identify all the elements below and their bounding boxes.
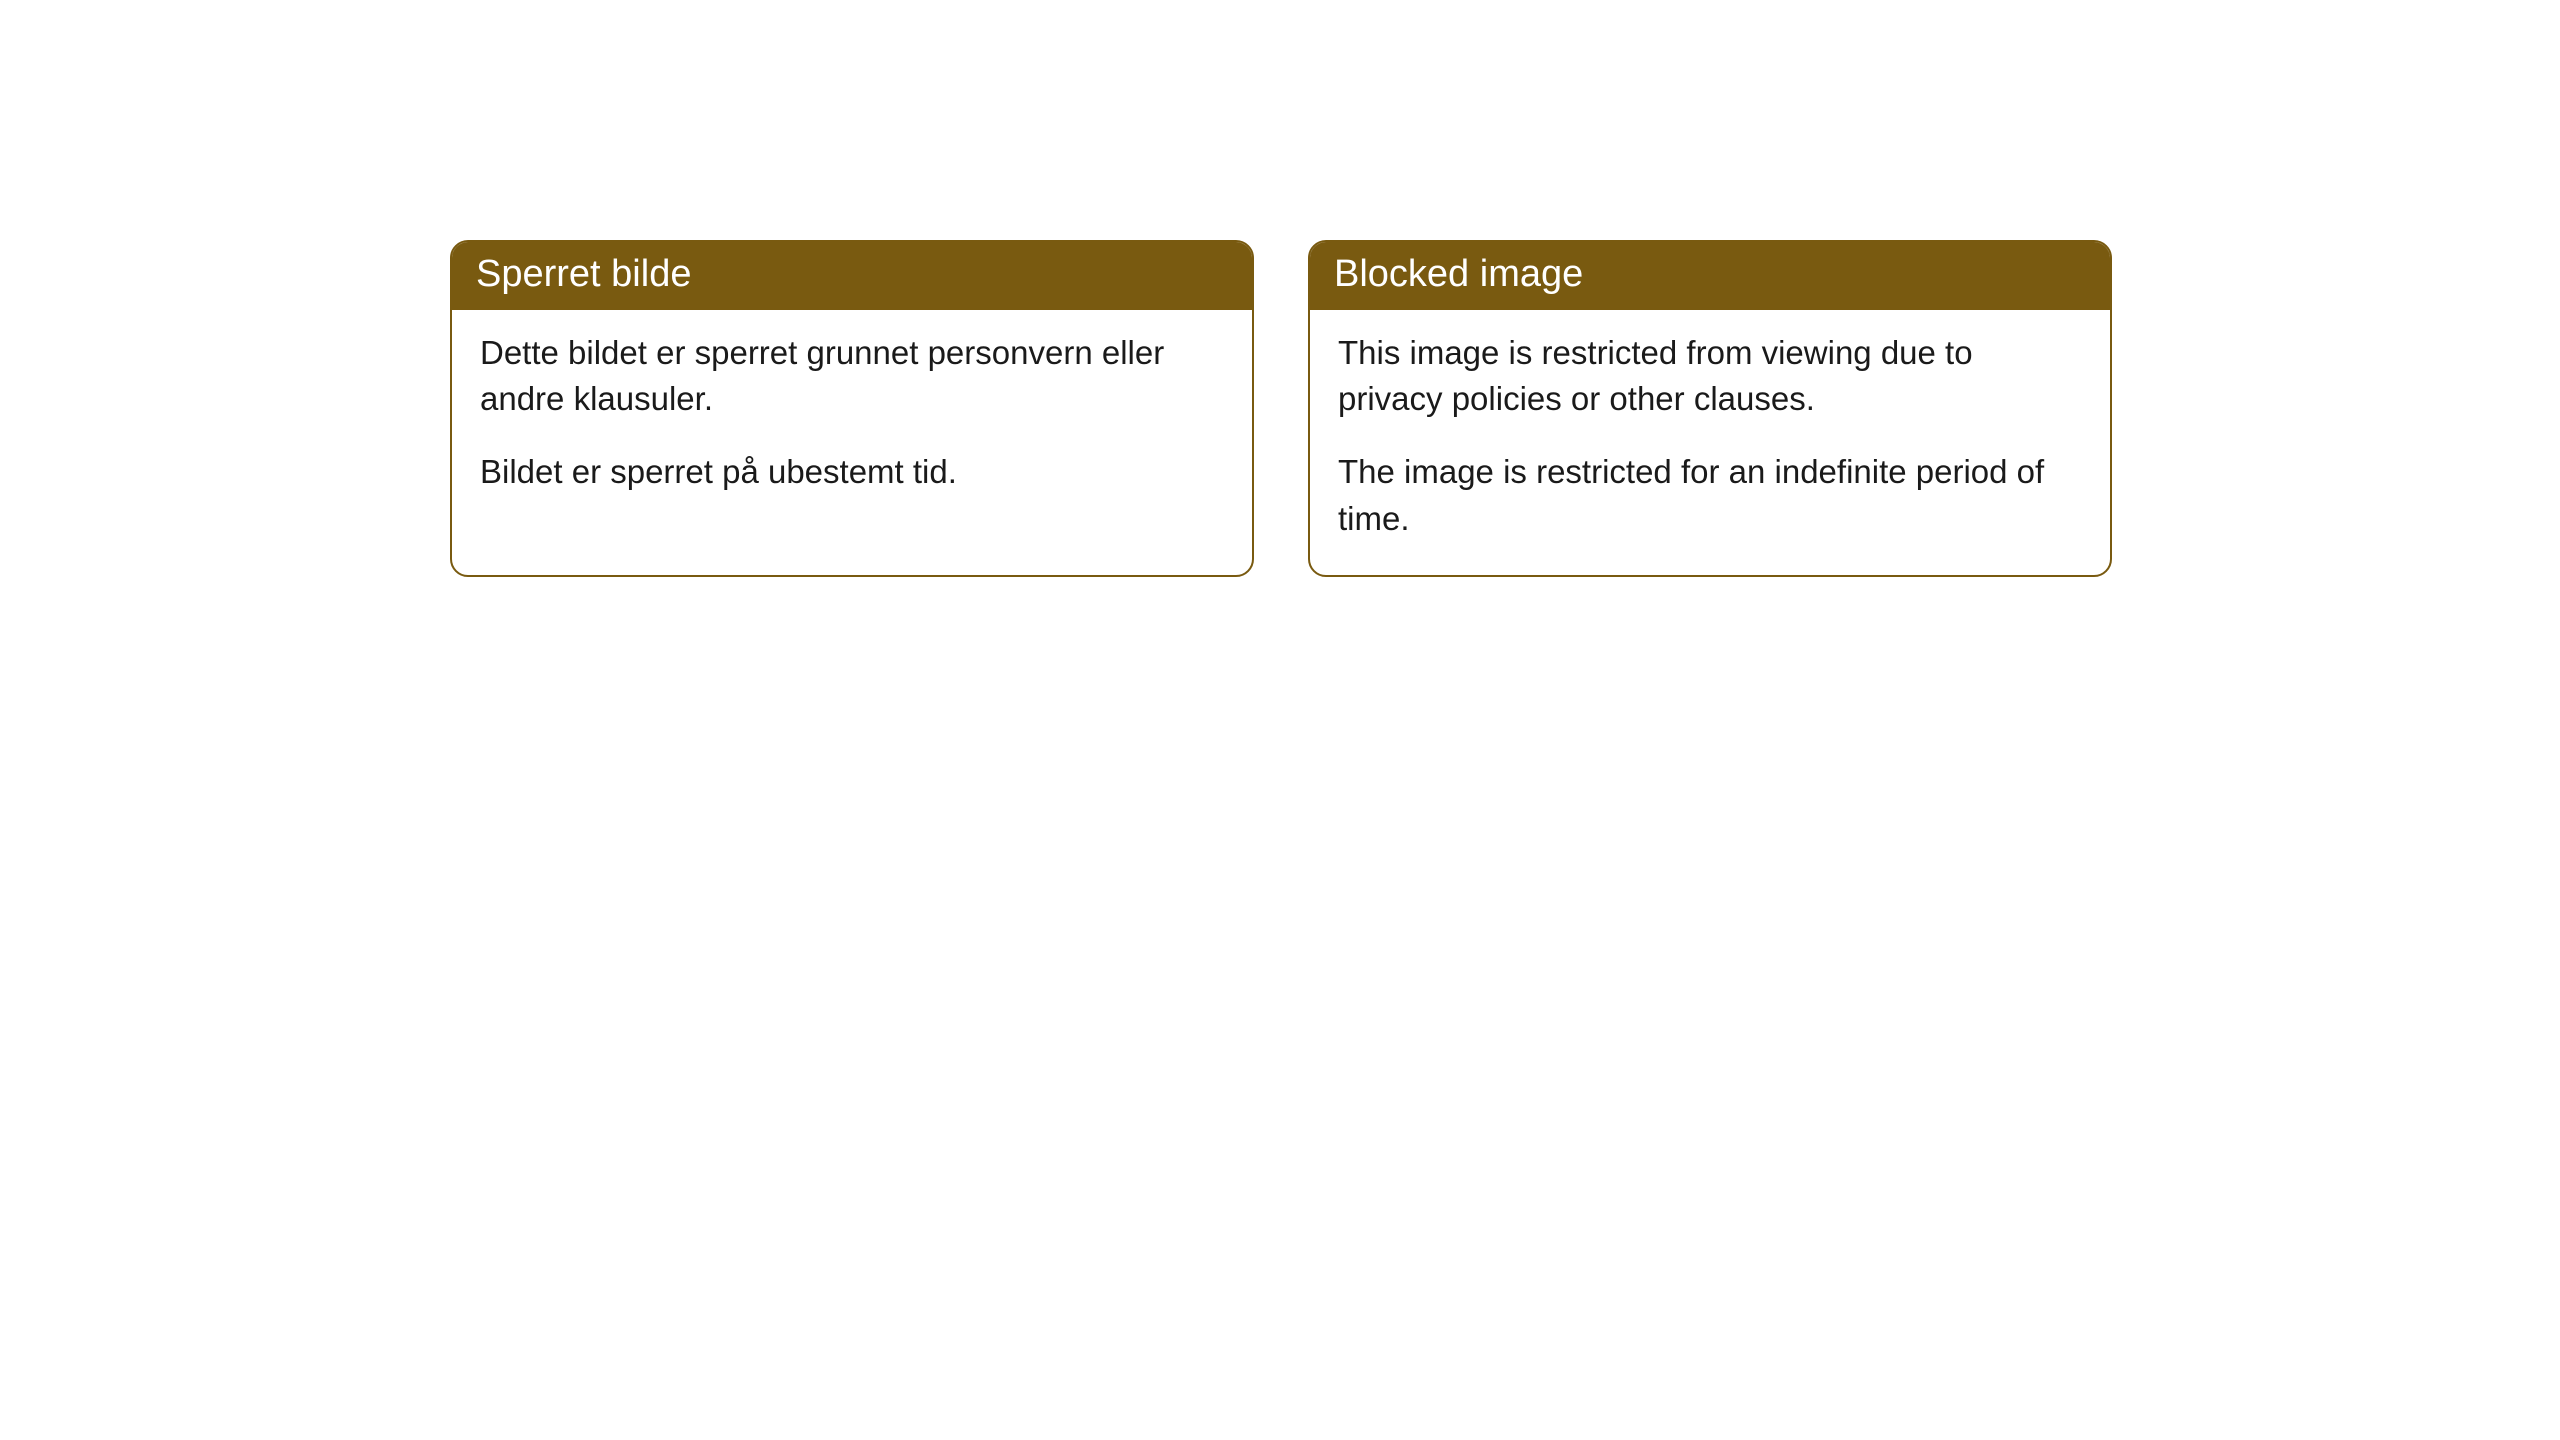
card-body: Dette bildet er sperret grunnet personve…: [452, 310, 1252, 529]
card-body: This image is restricted from viewing du…: [1310, 310, 2110, 575]
card-header: Blocked image: [1310, 242, 2110, 310]
card-header: Sperret bilde: [452, 242, 1252, 310]
notice-card-english: Blocked image This image is restricted f…: [1308, 240, 2112, 577]
notice-paragraph: This image is restricted from viewing du…: [1338, 330, 2082, 424]
notice-card-norwegian: Sperret bilde Dette bildet er sperret gr…: [450, 240, 1254, 577]
notice-cards-container: Sperret bilde Dette bildet er sperret gr…: [450, 240, 2112, 577]
notice-paragraph: The image is restricted for an indefinit…: [1338, 449, 2082, 543]
notice-paragraph: Dette bildet er sperret grunnet personve…: [480, 330, 1224, 424]
notice-paragraph: Bildet er sperret på ubestemt tid.: [480, 449, 1224, 496]
